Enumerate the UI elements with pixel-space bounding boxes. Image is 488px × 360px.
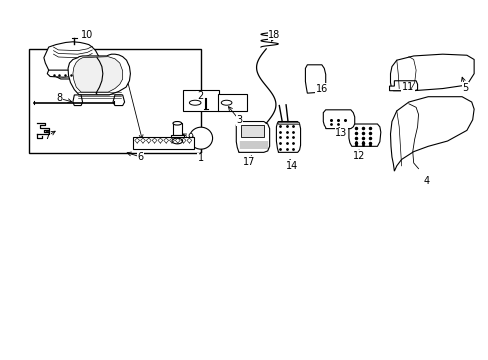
Text: 4: 4 bbox=[422, 176, 428, 186]
Ellipse shape bbox=[221, 100, 231, 105]
Polygon shape bbox=[113, 95, 124, 105]
Text: 15: 15 bbox=[118, 64, 130, 75]
Polygon shape bbox=[305, 65, 325, 93]
Text: 17: 17 bbox=[243, 157, 255, 167]
Text: 3: 3 bbox=[236, 116, 242, 125]
Text: 7: 7 bbox=[44, 131, 51, 141]
Text: 14: 14 bbox=[285, 161, 297, 171]
Ellipse shape bbox=[172, 138, 182, 144]
Text: 10: 10 bbox=[81, 30, 93, 40]
Ellipse shape bbox=[189, 127, 212, 149]
FancyBboxPatch shape bbox=[278, 122, 298, 124]
Polygon shape bbox=[44, 42, 99, 79]
Text: 1: 1 bbox=[198, 153, 203, 163]
Polygon shape bbox=[133, 138, 193, 149]
Polygon shape bbox=[218, 94, 246, 111]
Text: 11: 11 bbox=[401, 82, 413, 92]
Text: 2: 2 bbox=[197, 91, 203, 101]
Text: 16: 16 bbox=[315, 84, 327, 94]
Polygon shape bbox=[389, 81, 417, 91]
Ellipse shape bbox=[173, 122, 181, 125]
Polygon shape bbox=[236, 122, 269, 152]
FancyBboxPatch shape bbox=[240, 125, 264, 138]
Text: 9: 9 bbox=[187, 133, 193, 143]
Polygon shape bbox=[173, 123, 181, 135]
Polygon shape bbox=[171, 135, 183, 139]
Text: 12: 12 bbox=[352, 151, 365, 161]
Text: 6: 6 bbox=[137, 152, 143, 162]
Polygon shape bbox=[73, 95, 82, 105]
Polygon shape bbox=[348, 124, 380, 146]
Polygon shape bbox=[276, 122, 300, 152]
Polygon shape bbox=[47, 70, 92, 77]
Text: 5: 5 bbox=[461, 83, 468, 93]
Polygon shape bbox=[390, 54, 473, 91]
Ellipse shape bbox=[189, 100, 201, 105]
Text: 18: 18 bbox=[268, 30, 280, 40]
Text: 13: 13 bbox=[334, 128, 346, 138]
Polygon shape bbox=[323, 110, 354, 129]
Polygon shape bbox=[68, 54, 130, 95]
Text: 8: 8 bbox=[57, 94, 63, 103]
Polygon shape bbox=[390, 97, 473, 171]
Bar bbox=[29, 49, 201, 153]
Polygon shape bbox=[183, 90, 219, 111]
Polygon shape bbox=[73, 57, 122, 92]
